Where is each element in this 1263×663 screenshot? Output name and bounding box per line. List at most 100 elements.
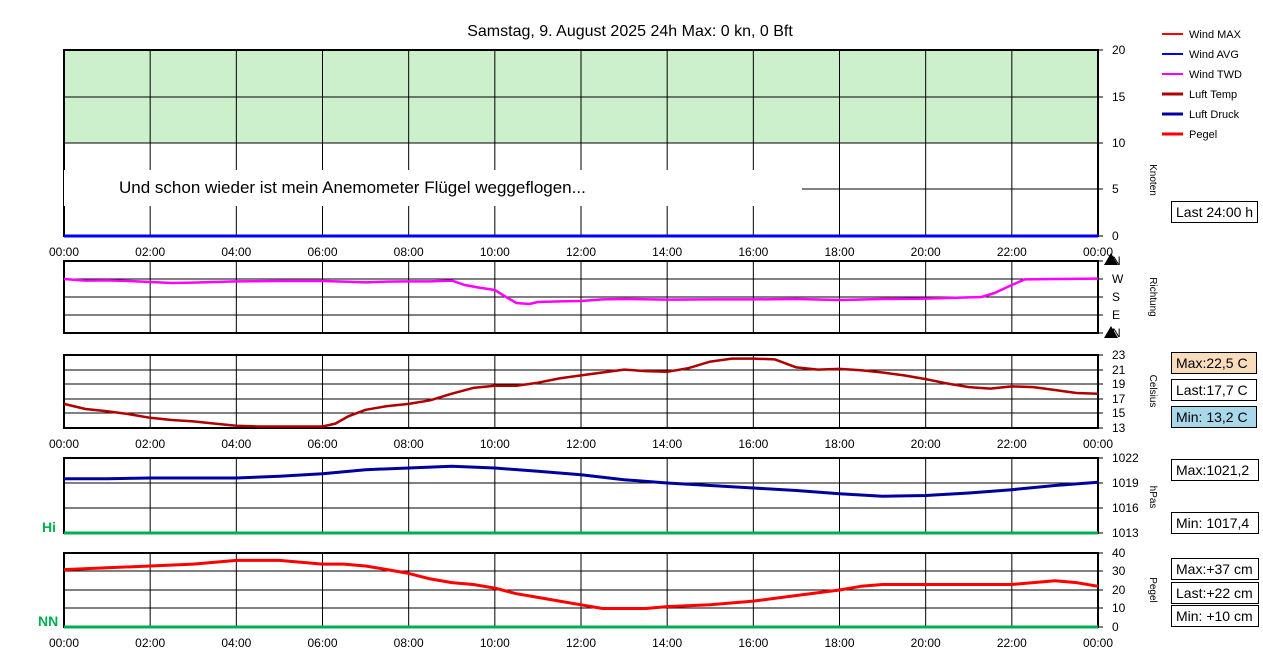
x-tick-label: 00:00: [49, 437, 79, 451]
y-tick-label: 1019: [1112, 476, 1139, 490]
y-tick-label: 20: [1112, 43, 1126, 57]
x-tick-label: 18:00: [824, 245, 854, 259]
x-tick-label: 16:00: [738, 245, 768, 259]
x-tick-label: 02:00: [135, 245, 165, 259]
x-tick-label: 12:00: [566, 245, 596, 259]
x-tick-label: 02:00: [135, 437, 165, 451]
x-tick-label: 10:00: [480, 636, 510, 650]
temp-max-box: Max:22,5 C: [1171, 352, 1257, 374]
x-tick-label: 02:00: [135, 636, 165, 650]
legend-label: Wind TWD: [1189, 69, 1242, 81]
y-tick-label: W: [1112, 272, 1124, 286]
panel-frame: [63, 354, 1099, 429]
temp-last-box: Last:17,7 C: [1171, 379, 1257, 401]
axis-label-pressure: hPas: [1147, 486, 1158, 509]
x-tick-label: 12:00: [566, 437, 596, 451]
y-tick-label: 10: [1112, 601, 1126, 615]
y-tick-label: 40: [1112, 546, 1126, 560]
x-tick-label: 04:00: [221, 636, 251, 650]
x-tick-label: 10:00: [480, 245, 510, 259]
legend-label: Luft Temp: [1189, 89, 1237, 101]
y-tick-label: E: [1112, 308, 1120, 322]
y-tick-label: 0: [1112, 620, 1119, 634]
press-min-box: Min: 1017,4: [1171, 512, 1259, 534]
pegel-min-box: Min: +10 cm: [1171, 605, 1259, 627]
y-tick-label: 1016: [1112, 501, 1139, 515]
x-tick-label: 08:00: [394, 437, 424, 451]
annotation-text: Und schon wieder ist mein Anemometer Flü…: [119, 178, 586, 197]
x-tick-label: 14:00: [652, 636, 682, 650]
x-tick-label: 00:00: [1083, 636, 1113, 650]
y-tick-label: 30: [1112, 564, 1126, 578]
legend-label: Wind AVG: [1189, 49, 1239, 61]
pegel-last-box: Last:+22 cm: [1171, 582, 1259, 604]
chart-title: Samstag, 9. August 2025 24h Max: 0 kn, 0…: [467, 23, 793, 40]
pegel-max-box: Max:+37 cm: [1171, 558, 1259, 580]
y-tick-label: 15: [1112, 406, 1126, 420]
x-tick-label: 00:00: [1083, 437, 1113, 451]
panel-pegel: 0 10 20 30 40 Pegel NN 00:00 02:00 04:00 06:00 08:0…: [38, 546, 1158, 650]
legend-label: Luft Druck: [1189, 109, 1240, 121]
x-tick-label: 08:00: [394, 636, 424, 650]
x-tick-label: 06:00: [307, 245, 337, 259]
north-marker-icon: [1104, 326, 1118, 338]
y-tick-label: 13: [1112, 421, 1126, 435]
y-tick-label: 20: [1112, 583, 1126, 597]
y-tick-label: 1022: [1112, 451, 1139, 465]
x-tick-label: 08:00: [394, 245, 424, 259]
north-marker-icon: [1104, 253, 1118, 265]
x-tick-label: 18:00: [824, 636, 854, 650]
x-tick-label: 14:00: [652, 437, 682, 451]
y-tick-label: 1013: [1112, 526, 1139, 540]
x-tick-label: 16:00: [738, 636, 768, 650]
panel-wind: 0 5 10 15 20 Knoten 00:00 02:00 04:00 06:00 08:00 1…: [49, 43, 1158, 259]
y-tick-label: 23: [1112, 348, 1126, 362]
panel-pressure: 1013 1016 1019 1022 hPas Hi: [42, 451, 1158, 540]
x-tick-label: 06:00: [307, 636, 337, 650]
wind-last-box: Last 24:00 h: [1171, 201, 1259, 223]
x-tick-label: 22:00: [997, 245, 1027, 259]
axis-label-wind: Knoten: [1147, 164, 1158, 196]
left-label-hi: Hi: [42, 519, 56, 535]
legend-label: Wind MAX: [1189, 29, 1242, 41]
x-tick-label: 04:00: [221, 437, 251, 451]
press-max-box: Max:1021,2: [1171, 459, 1259, 481]
y-tick-label: S: [1112, 290, 1120, 304]
temp-min-box: Min: 13,2 C: [1171, 406, 1257, 428]
x-tick-label: 18:00: [824, 437, 854, 451]
x-tick-label: 00:00: [1083, 245, 1113, 259]
series-line-luft-temp: [63, 357, 1099, 428]
annotation-mask: [64, 170, 802, 206]
x-tick-label: 00:00: [49, 245, 79, 259]
x-tick-label: 22:00: [997, 636, 1027, 650]
y-tick-label: 19: [1112, 377, 1126, 391]
series-line-wind-twd: [63, 277, 1099, 306]
y-tick-label: 0: [1112, 229, 1119, 243]
y-tick-label: 21: [1112, 363, 1126, 377]
y-tick-label: N: [1112, 326, 1121, 340]
x-tick-label: 14:00: [652, 245, 682, 259]
legend-label: Pegel: [1189, 129, 1217, 141]
y-tick-label: N: [1112, 254, 1121, 268]
x-tick-label: 20:00: [911, 437, 941, 451]
y-tick-label: 5: [1112, 182, 1119, 196]
series-line-pegel: [63, 558, 1099, 610]
left-label-nn: NN: [38, 613, 58, 629]
y-tick-label: 10: [1112, 136, 1126, 150]
x-tick-label: 10:00: [480, 437, 510, 451]
x-tick-label: 22:00: [997, 437, 1027, 451]
y-tick-label: 15: [1112, 90, 1126, 104]
x-tick-label: 12:00: [566, 636, 596, 650]
axis-label-direction: Richtung: [1147, 277, 1158, 316]
x-tick-label: 06:00: [307, 437, 337, 451]
axis-label-pegel: Pegel: [1147, 577, 1158, 603]
x-tick-label: 00:00: [49, 636, 79, 650]
x-tick-label: 20:00: [911, 636, 941, 650]
x-tick-label: 20:00: [911, 245, 941, 259]
x-tick-label: 04:00: [221, 245, 251, 259]
x-tick-label: 16:00: [738, 437, 768, 451]
y-tick-label: 17: [1112, 392, 1126, 406]
